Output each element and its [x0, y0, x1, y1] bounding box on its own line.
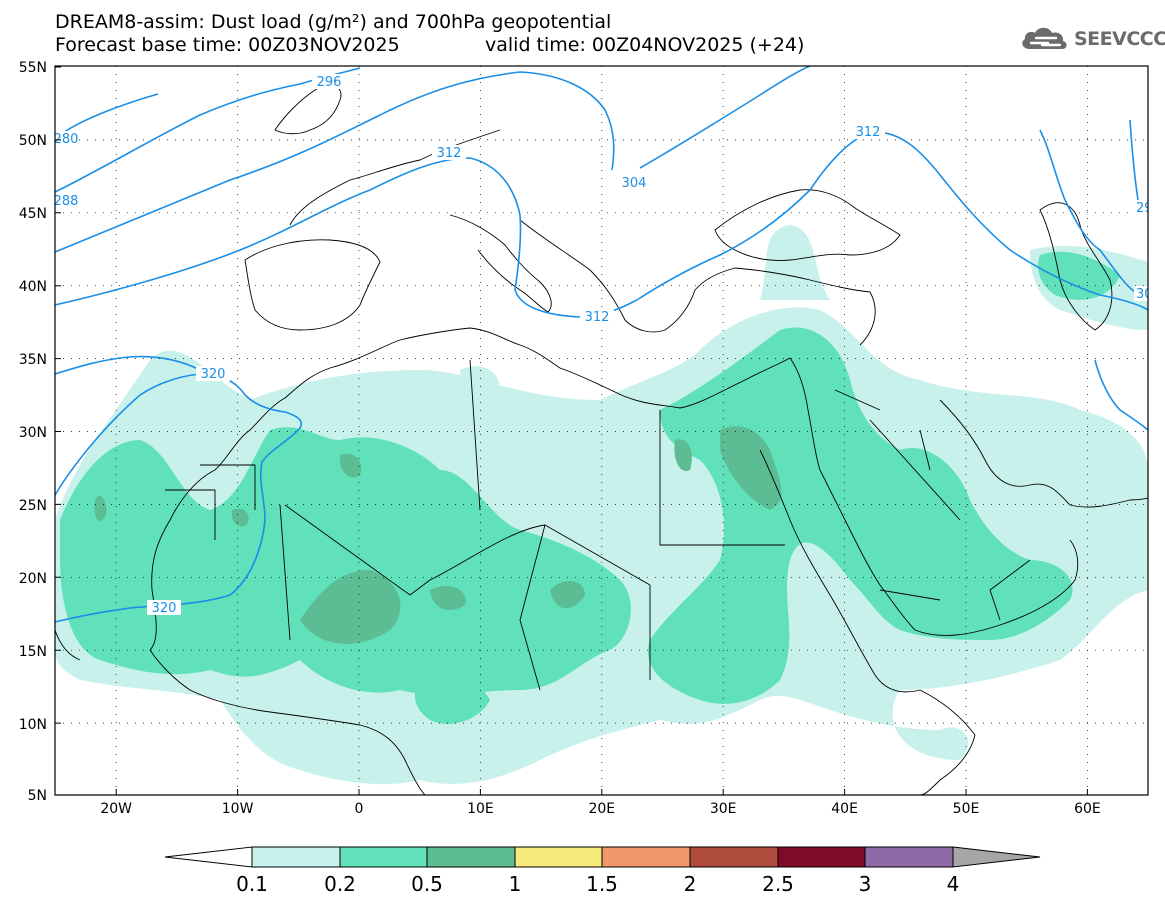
lat-label: 25N — [19, 498, 47, 514]
lon-label: 60E — [1074, 801, 1101, 817]
lat-label: 20N — [19, 571, 47, 587]
colorbar-left-arrow — [164, 846, 253, 868]
contour-label: 296 — [317, 75, 342, 90]
latitude-labels: 55N 50N 45N 40N 35N 30N 25N 20N 15N 10N … — [19, 60, 47, 804]
colorbar-right-arrow — [952, 846, 1041, 868]
seevccc-logo: SEEVCCC — [1018, 22, 1165, 56]
coastlines-borders — [55, 84, 1148, 795]
dust-mid-shading — [60, 251, 1120, 724]
title-line-1: DREAM8-assim: Dust load (g/m²) and 700hP… — [55, 11, 612, 33]
colorbar-tick: 0.2 — [324, 872, 356, 896]
colorbar-bin-5 — [689, 846, 779, 868]
lon-label: 40E — [831, 801, 858, 817]
contour-label: 30 — [1136, 287, 1153, 302]
logo-text: SEEVCCC — [1074, 28, 1165, 50]
colorbar-tick: 4 — [947, 872, 960, 896]
lat-label: 5N — [28, 788, 47, 804]
lon-label: 20E — [588, 801, 615, 817]
colorbar-tick: 1 — [509, 872, 522, 896]
colorbar-tick: 3 — [859, 872, 872, 896]
lon-label: 50E — [953, 801, 980, 817]
contour-label: 312 — [437, 146, 462, 161]
contour-label: 288 — [54, 194, 79, 209]
colorbar-bin-0 — [251, 846, 341, 868]
contour-label: 312 — [585, 310, 610, 325]
colorbar-bin-4 — [601, 846, 691, 868]
colorbar-tick: 1.5 — [586, 872, 618, 896]
contour-label: 304 — [622, 176, 647, 191]
lat-label: 35N — [19, 352, 47, 368]
map-area: 296 280 288 312 304 312 312 320 320 29 3… — [54, 66, 1153, 795]
title-valid-time: valid time: 00Z04NOV2025 (+24) — [485, 34, 805, 56]
cloud-icon — [1022, 27, 1067, 49]
lon-label: 10W — [222, 801, 254, 817]
colorbar-tick: 2 — [684, 872, 697, 896]
title-base-time: Forecast base time: 00Z03NOV2025 — [55, 34, 400, 56]
lat-label: 30N — [19, 425, 47, 441]
colorbar-bin-6 — [777, 846, 866, 868]
colorbar-bin-7 — [864, 846, 954, 868]
contour-label: 320 — [152, 601, 177, 616]
longitude-labels: 20W 10W 0 10E 20E 30E 40E 50E 60E — [100, 801, 1100, 817]
colorbar-bin-2 — [426, 846, 516, 868]
contour-label: 320 — [201, 367, 226, 382]
colorbar-bin-1 — [339, 846, 428, 868]
colorbar-tick: 0.5 — [411, 872, 443, 896]
dust-low-shading — [55, 225, 1148, 785]
dust-high-shading — [94, 426, 782, 644]
contour-label: 29 — [1136, 201, 1153, 216]
lon-label: 10E — [467, 801, 494, 817]
lon-label: 0 — [355, 801, 364, 817]
contour-label: 312 — [856, 125, 881, 140]
lat-label: 55N — [19, 60, 47, 76]
axis-ticks — [55, 66, 1088, 796]
lon-label: 30E — [710, 801, 737, 817]
colorbar: 0.1 0.2 0.5 1 1.5 2 2.5 3 4 — [164, 846, 1041, 896]
lat-label: 10N — [19, 717, 47, 733]
lat-label: 45N — [19, 206, 47, 222]
contour-label: 280 — [54, 132, 79, 147]
colorbar-bin-3 — [514, 846, 603, 868]
lat-label: 15N — [19, 644, 47, 660]
lat-label: 50N — [19, 133, 47, 149]
lat-label: 40N — [19, 279, 47, 295]
colorbar-tick: 2.5 — [762, 872, 794, 896]
contour-labels: 296 280 288 312 304 312 312 320 320 29 3… — [54, 74, 1153, 616]
lon-label: 20W — [100, 801, 132, 817]
colorbar-tick: 0.1 — [236, 872, 268, 896]
